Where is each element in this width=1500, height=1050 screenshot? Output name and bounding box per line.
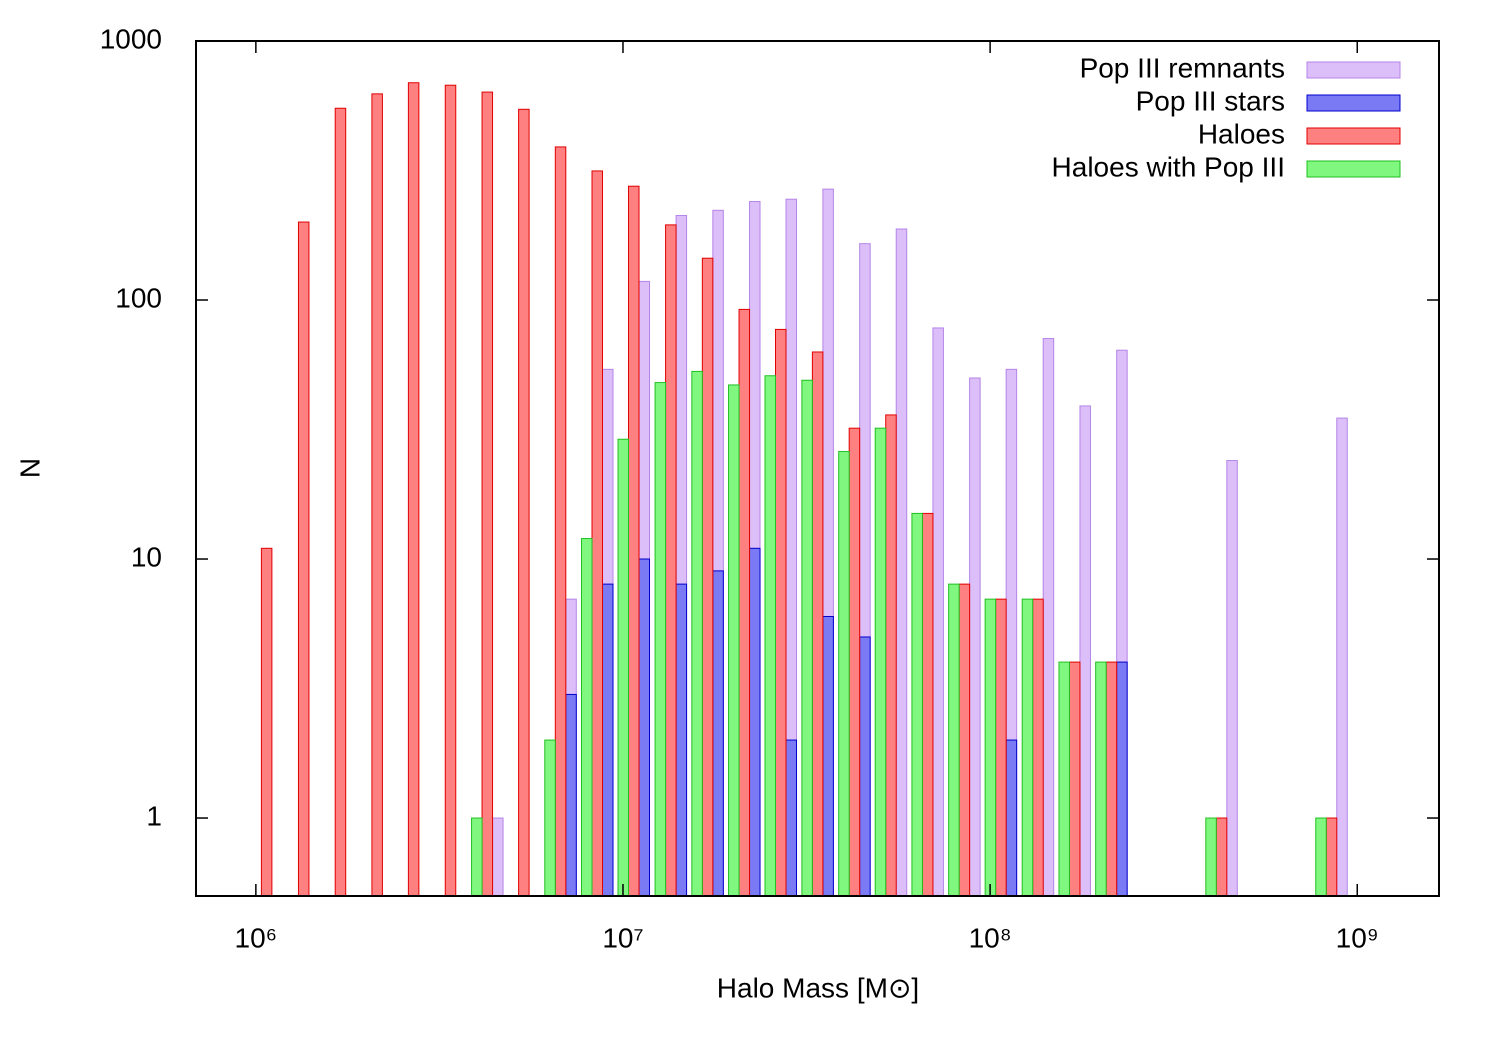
plot-frame: [195, 40, 1440, 897]
bar: [811, 351, 824, 897]
bar: [334, 107, 347, 897]
y-tick-label: 100: [115, 282, 162, 313]
bar: [932, 327, 944, 897]
bar: [638, 558, 651, 897]
bar: [675, 583, 688, 897]
bar: [838, 451, 850, 897]
bar: [728, 384, 740, 897]
bar: [297, 221, 310, 897]
legend-swatch: [1306, 127, 1401, 145]
bar: [1325, 817, 1338, 897]
y-tick-label: 1: [146, 800, 162, 831]
bar: [665, 224, 677, 897]
bar: [602, 583, 614, 897]
bar: [1116, 661, 1128, 897]
x-tick-label: 10⁶: [235, 922, 278, 953]
bar: [885, 414, 897, 897]
bar: [712, 570, 724, 897]
bar: [911, 512, 923, 897]
bar: [785, 739, 798, 897]
bar: [1315, 817, 1327, 897]
bar: [654, 382, 667, 897]
bar: [921, 512, 934, 897]
bar: [1005, 739, 1018, 897]
bar: [591, 170, 604, 897]
bar: [260, 547, 273, 897]
bar: [444, 84, 457, 897]
bar: [822, 615, 834, 897]
bar: [738, 308, 751, 897]
legend-label: Haloes: [1198, 118, 1285, 149]
bar: [1079, 405, 1091, 897]
x-tick-label: 10⁹: [1336, 922, 1379, 953]
bar: [969, 377, 981, 897]
bar: [874, 427, 887, 897]
bar: [859, 636, 871, 897]
x-tick-label: 10⁸: [969, 922, 1012, 953]
bar: [895, 228, 908, 897]
bar: [1105, 661, 1118, 897]
bar: [371, 93, 383, 897]
bar: [1095, 661, 1107, 897]
legend-label: Haloes with Pop III: [1052, 151, 1285, 182]
legend-swatch: [1306, 61, 1401, 79]
bar: [518, 108, 530, 897]
bar: [848, 427, 861, 897]
bar: [407, 82, 420, 897]
bar: [995, 598, 1007, 897]
bar: [1042, 338, 1055, 897]
legend-swatch: [1306, 94, 1401, 112]
bar: [1205, 817, 1217, 897]
bar: [984, 598, 997, 897]
x-tick-label: 10⁷: [602, 922, 643, 953]
bar: [1336, 417, 1348, 897]
bar: [775, 328, 787, 897]
y-tick-label: 10: [131, 541, 162, 572]
bar: [617, 438, 630, 897]
bar: [801, 379, 813, 897]
bar: [948, 583, 960, 897]
bar: [701, 257, 714, 897]
bar: [565, 693, 577, 897]
bar: [749, 547, 761, 897]
bar: [1021, 598, 1034, 897]
legend-label: Pop III remnants: [1080, 52, 1285, 83]
bar: [1215, 817, 1228, 897]
bar: [958, 583, 971, 897]
bar: [481, 91, 494, 897]
bar: [628, 185, 640, 897]
y-tick-label: 1000: [100, 23, 162, 54]
bar: [1226, 460, 1238, 897]
bar: [1068, 661, 1081, 897]
bar: [581, 538, 593, 897]
bar: [1058, 661, 1070, 897]
bar: [544, 739, 556, 897]
y-axis-label: N: [14, 458, 45, 478]
bar: [554, 146, 567, 897]
bar: [1032, 598, 1044, 897]
bar: [764, 375, 777, 897]
bar: [471, 817, 483, 897]
bar: [492, 817, 504, 897]
bar: [691, 370, 703, 897]
x-axis-label: Halo Mass [M⊙]: [717, 972, 919, 1003]
legend-label: Pop III stars: [1136, 85, 1285, 116]
legend-swatch: [1306, 160, 1401, 178]
